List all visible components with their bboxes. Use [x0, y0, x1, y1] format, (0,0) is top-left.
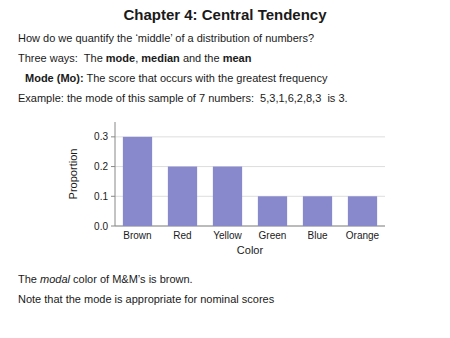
title: Chapter 4: Central Tendency — [123, 6, 327, 23]
grid — [115, 137, 385, 226]
y-tick — [111, 196, 115, 197]
annotation-run: color of M&M’s is brown. — [70, 273, 193, 285]
y-tick — [111, 226, 115, 227]
x-tick-label: Brown — [123, 230, 151, 241]
bar — [303, 196, 332, 226]
annotation-run: and the — [180, 52, 223, 64]
x-tick-label: Red — [173, 230, 191, 241]
bar — [258, 196, 287, 226]
bar — [213, 167, 242, 226]
chart: Chapter 4: Central Tendency How do we qua… — [0, 0, 450, 338]
annotation-run: How do we quantify the ‘middle’ of a dis… — [18, 32, 314, 44]
bar — [168, 167, 197, 226]
y-tick — [111, 136, 115, 137]
y-tick-label: 0.0 — [94, 221, 108, 232]
bar — [348, 196, 377, 226]
annotation: Example: the mode of this sample of 7 nu… — [18, 92, 348, 104]
y-axis-label: Proportion — [67, 149, 79, 200]
grid-line — [115, 226, 385, 227]
annotation-run: Note that the mode is appropriate for no… — [18, 293, 275, 305]
annotation-run: mode — [106, 52, 135, 64]
annotation-run: Example: the mode of this sample of 7 nu… — [18, 92, 348, 104]
bar — [123, 137, 152, 226]
y-tick-label: 0.1 — [94, 191, 108, 202]
x-tick-label: Yellow — [213, 230, 242, 241]
annotation: Three ways: The mode, median and the mea… — [18, 52, 252, 64]
x-tick-label: Orange — [346, 230, 380, 241]
bars — [123, 137, 377, 226]
y-tick-label: 0.3 — [94, 131, 108, 142]
grid-line — [115, 166, 385, 167]
y-axis-line — [115, 122, 116, 226]
y-tick-label: 0.2 — [94, 161, 108, 172]
grid-line — [115, 136, 385, 137]
x-tick-label: Blue — [307, 230, 327, 241]
x-axis-line — [115, 226, 385, 227]
axes: 0.0 0.1 0.2 0.3 Brown Red Yellow Green Blue Orang… — [94, 122, 385, 241]
annotation-run: The score that occurs with the greatest … — [84, 72, 328, 84]
annotation: Mode (Mo): The score that occurs with th… — [25, 72, 328, 84]
annotation-run: Mode (Mo): — [25, 72, 84, 84]
annotation-run: mean — [223, 52, 252, 64]
x-tick-label: Green — [259, 230, 287, 241]
annotation-run: median — [141, 52, 180, 64]
x-axis-label: Color — [237, 244, 264, 256]
grid-line — [115, 196, 385, 197]
annotation: How do we quantify the ‘middle’ of a dis… — [18, 32, 314, 44]
annotation: Note that the mode is appropriate for no… — [18, 293, 275, 305]
annotation-run: modal — [40, 273, 71, 285]
background — [0, 0, 450, 338]
y-tick — [111, 166, 115, 167]
annotation: The modal color of M&M’s is brown. — [18, 273, 193, 285]
annotation-run: The — [18, 273, 40, 285]
annotation-run: Three ways: The — [18, 52, 106, 64]
